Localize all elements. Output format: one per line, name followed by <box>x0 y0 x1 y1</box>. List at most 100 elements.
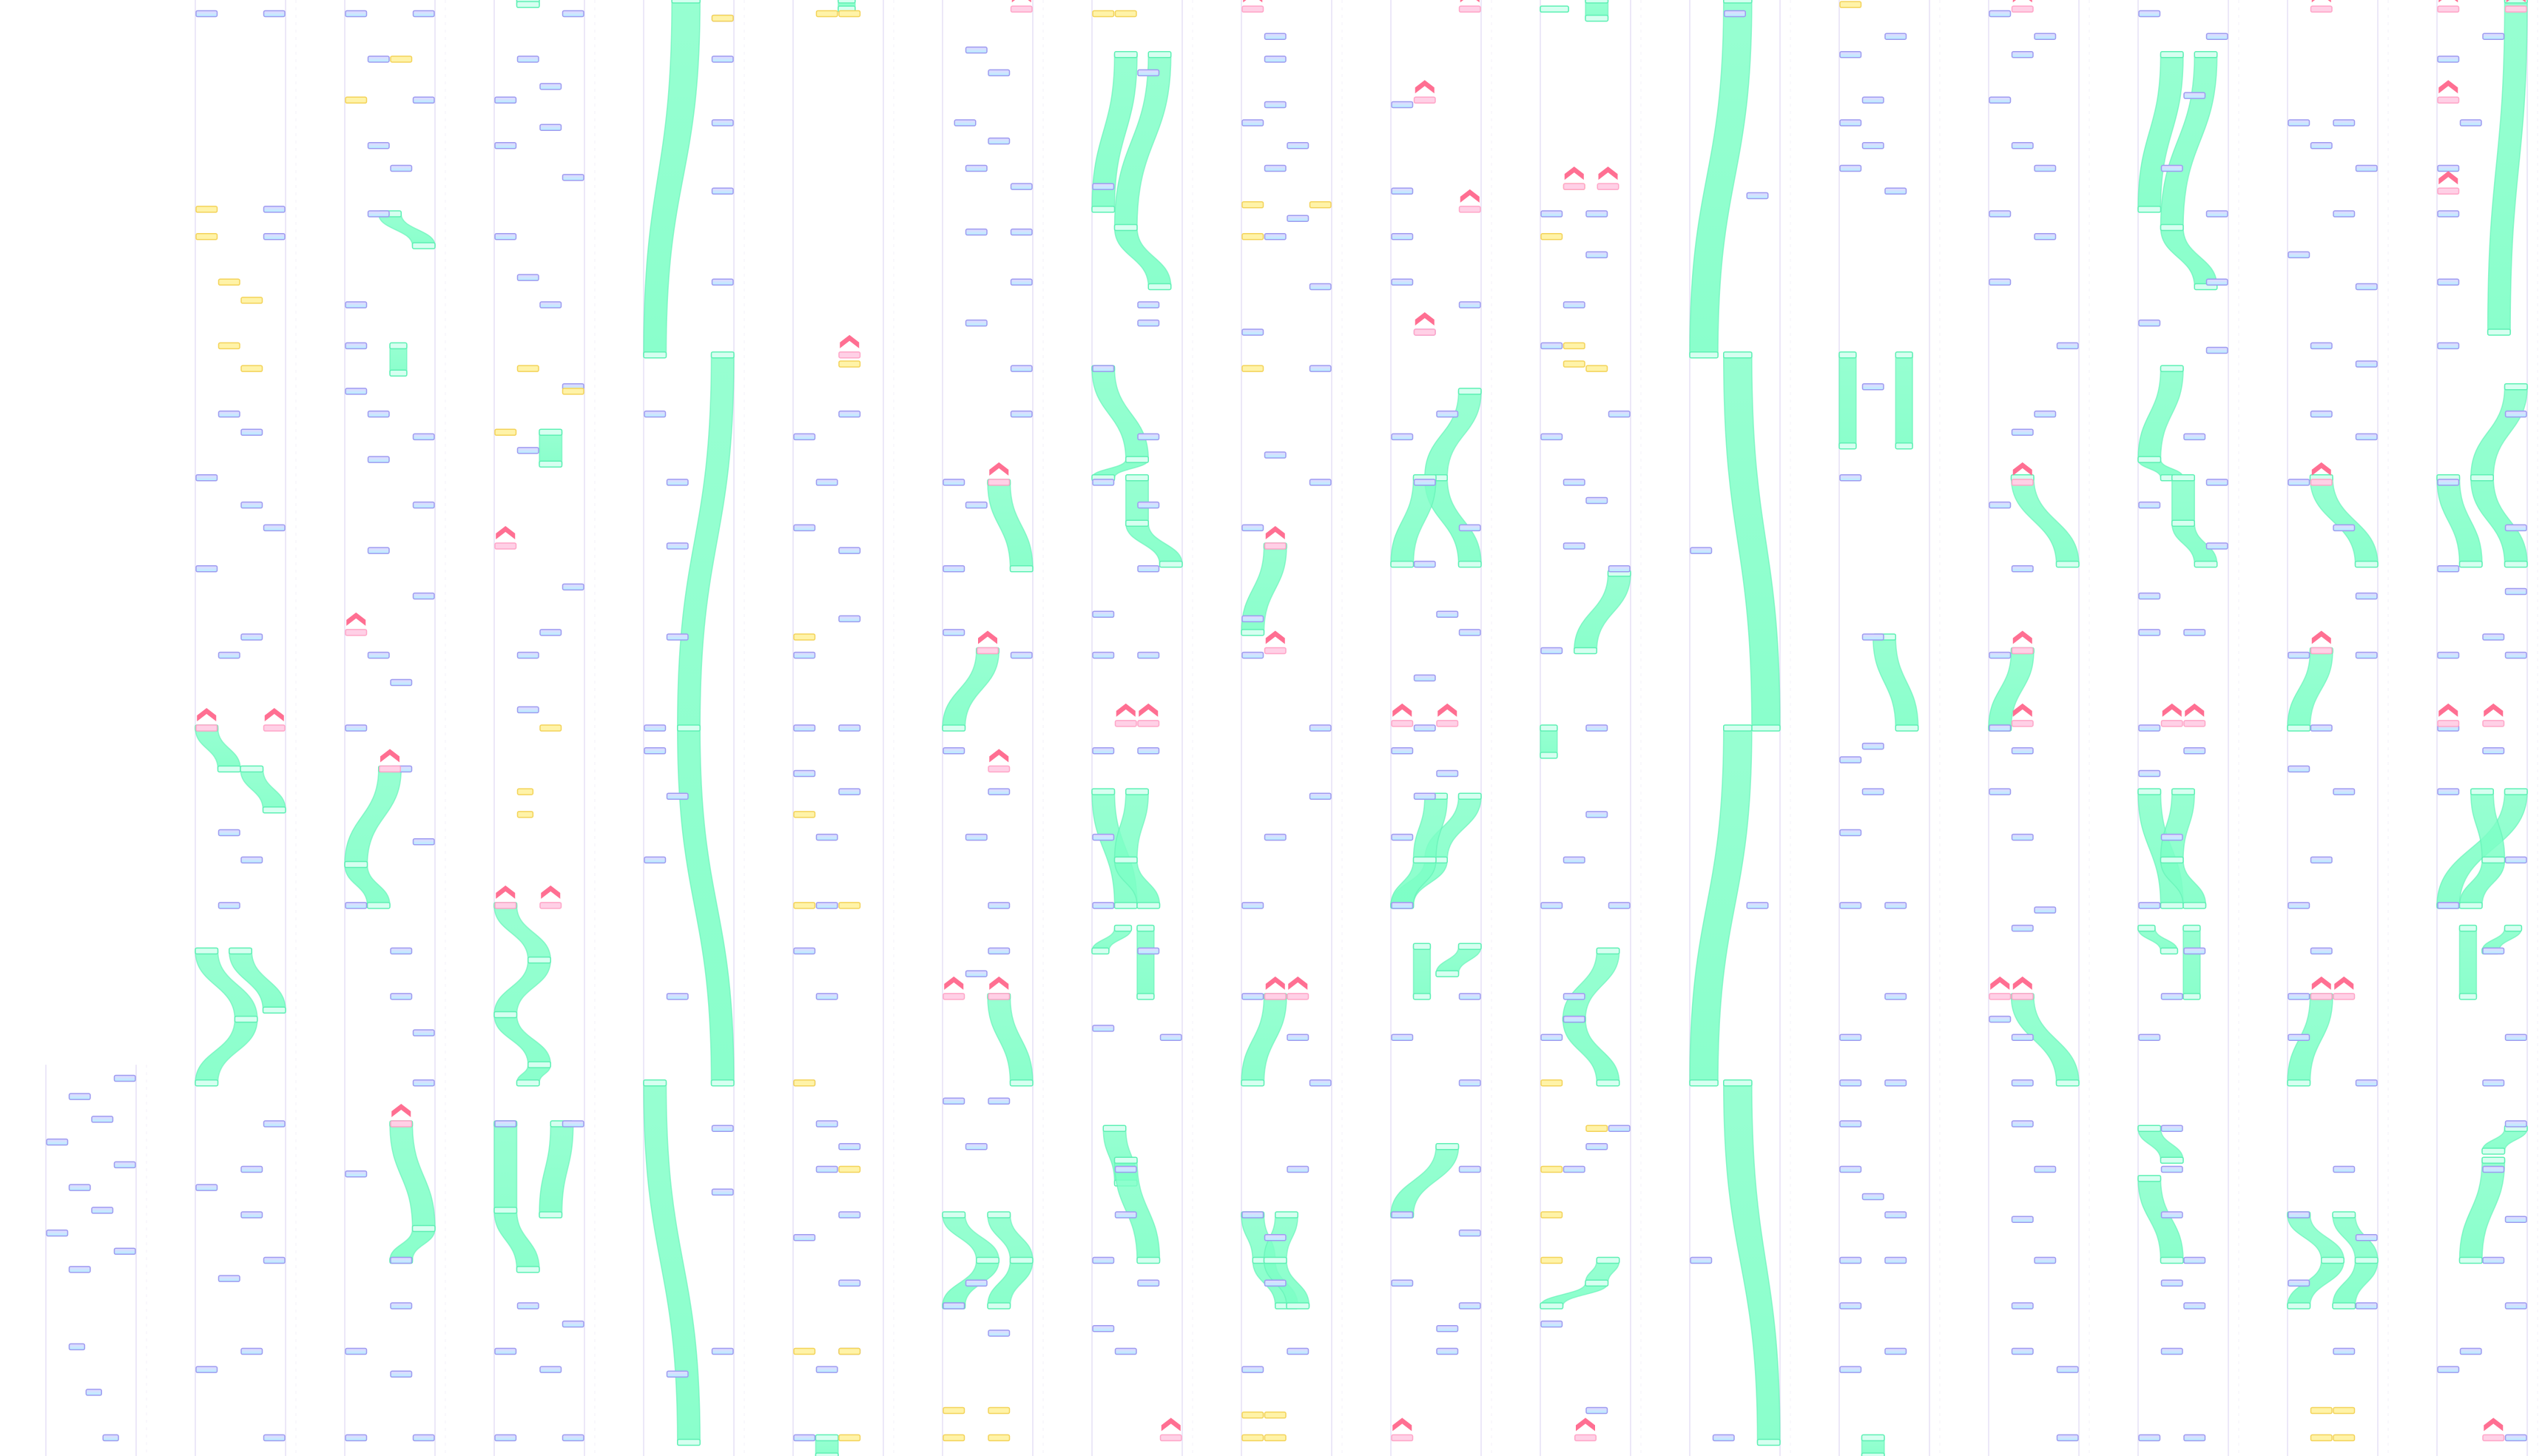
tap-note <box>2011 833 2034 841</box>
tap-note <box>2355 283 2378 291</box>
slide-anchor <box>1159 560 1183 568</box>
slide-anchor <box>2194 51 2218 58</box>
tap-note <box>412 838 435 846</box>
tap-note <box>1540 647 1563 655</box>
slide-note <box>539 1123 574 1216</box>
slide-note <box>1689 0 1753 356</box>
tap-note <box>2459 1347 2482 1355</box>
tap-note <box>195 565 218 573</box>
critical-note <box>838 1165 861 1173</box>
slide-note <box>1689 727 1753 1084</box>
tap-note <box>2437 278 2460 286</box>
tap-note <box>113 1074 136 1082</box>
tap-note <box>494 142 517 149</box>
tap-note <box>412 96 435 104</box>
tap-note <box>1861 1193 1884 1201</box>
slide-anchor <box>411 1224 436 1233</box>
tap-note <box>815 833 838 841</box>
tap-note <box>1010 651 1033 659</box>
tap-note <box>390 1370 413 1378</box>
tap-note <box>1585 811 1608 818</box>
critical-note <box>1540 1165 1563 1173</box>
slide-note <box>643 0 701 356</box>
critical-note <box>1264 1411 1287 1419</box>
air-arrow-icon <box>496 526 516 539</box>
tap-note <box>1585 1143 1608 1150</box>
tap-note <box>1391 278 1414 286</box>
tap-note <box>1287 1347 1309 1355</box>
tap-note <box>838 1211 861 1219</box>
tap-note <box>2504 587 2527 596</box>
air-note <box>1010 5 1033 13</box>
slide-anchor <box>1091 788 1116 795</box>
air-arrow-icon <box>1139 703 1159 717</box>
slide-anchor <box>1263 1256 1287 1264</box>
tap-note <box>815 1120 838 1128</box>
tap-note <box>1413 479 1436 486</box>
critical-note <box>218 342 240 350</box>
tap-note <box>1884 187 1907 195</box>
tap-note <box>2310 724 2333 732</box>
tap-note <box>68 1093 91 1100</box>
tap-note <box>2333 524 2356 532</box>
slide-anchor <box>2055 560 2080 568</box>
air-arrow-icon <box>2311 462 2331 476</box>
tap-note <box>988 137 1011 145</box>
tap-note <box>412 592 435 600</box>
tap-note <box>2333 1165 2356 1173</box>
air-arrow-icon <box>1990 976 2010 990</box>
air-note <box>2437 720 2460 727</box>
air-arrow-icon <box>989 462 1009 476</box>
slide-anchor <box>1596 1079 1620 1087</box>
air-note <box>2011 647 2034 655</box>
tap-note <box>1413 724 1436 732</box>
slide-anchor <box>2160 856 2184 864</box>
tap-note <box>793 1434 816 1442</box>
tap-note <box>263 233 286 240</box>
slide-anchor <box>2354 1256 2379 1264</box>
tap-note <box>838 788 861 795</box>
tap-note <box>1839 1120 1862 1128</box>
slide-anchor <box>195 947 219 955</box>
tap-note <box>2034 906 2057 914</box>
slide-anchor <box>2332 1211 2356 1219</box>
air-note <box>494 542 517 550</box>
tap-note <box>1391 902 1414 909</box>
slide-anchor <box>942 1211 966 1219</box>
tap-note <box>2437 210 2460 218</box>
tap-note <box>1092 365 1115 372</box>
tap-note <box>240 1211 263 1219</box>
air-note <box>1264 993 1287 1000</box>
slide-note <box>389 1123 436 1261</box>
tap-note <box>711 1347 734 1355</box>
air-arrow-icon <box>541 885 561 899</box>
slide-anchor <box>2287 1079 2311 1087</box>
slide-anchor <box>1147 283 1172 291</box>
tap-note <box>1391 1211 1414 1219</box>
tap-note <box>516 651 539 659</box>
tap-note <box>345 1170 368 1178</box>
tap-note <box>1309 1079 1332 1087</box>
tap-note <box>2183 92 2206 99</box>
slide-anchor <box>1751 724 1781 732</box>
tap-note <box>2138 10 2161 18</box>
tap-note <box>1989 1015 2012 1023</box>
tap-note <box>1861 788 1884 795</box>
slide-anchor <box>2137 788 2162 795</box>
tap-note <box>263 10 286 18</box>
air-arrow-icon <box>2438 703 2458 717</box>
tap-note <box>2011 1347 2034 1355</box>
tap-note <box>1585 724 1608 732</box>
tap-note <box>516 447 539 454</box>
air-note <box>2310 5 2333 13</box>
tap-note <box>2482 747 2505 755</box>
tap-note <box>516 1302 539 1310</box>
slide-anchor <box>1540 752 1558 759</box>
slide-anchor <box>2332 1302 2356 1310</box>
air-arrow-icon <box>978 630 997 644</box>
slide-anchor <box>1585 0 1609 4</box>
tap-note <box>965 970 988 977</box>
slide-anchor <box>527 1061 551 1068</box>
note-layer <box>46 0 2527 1442</box>
tap-note <box>2437 788 2460 795</box>
